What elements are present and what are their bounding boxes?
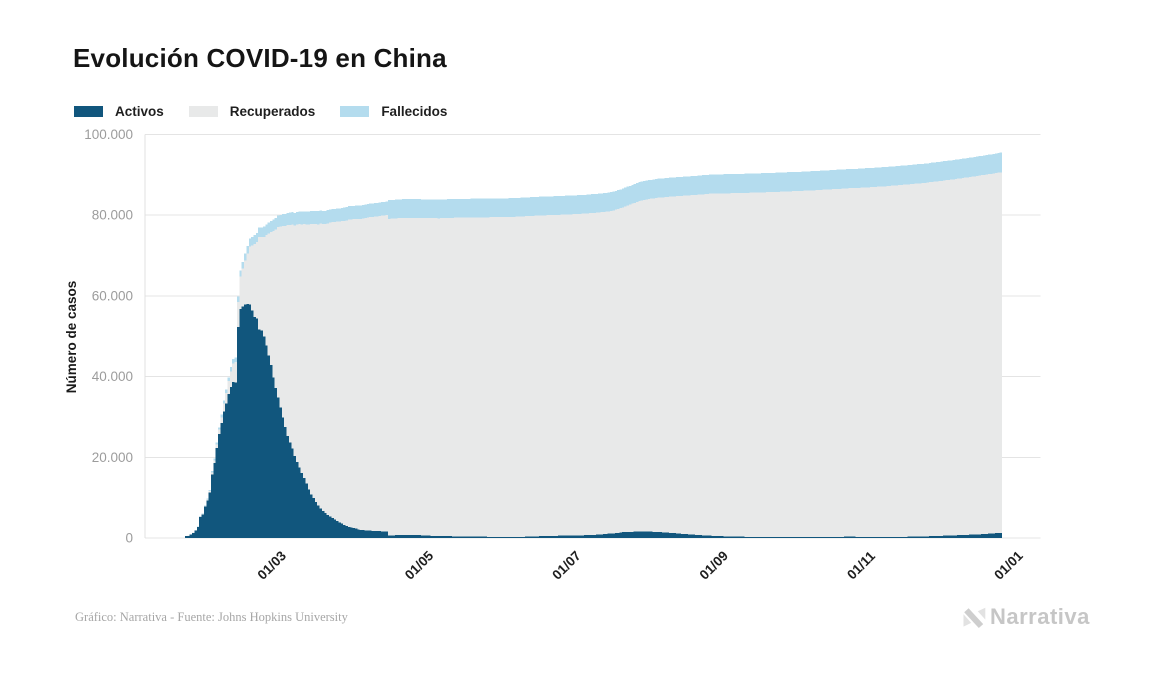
narrativa-logo-icon bbox=[963, 607, 986, 628]
chart-credit: Gráfico: Narrativa - Fuente: Johns Hopki… bbox=[75, 610, 348, 624]
series-area-activos[interactable] bbox=[185, 304, 1002, 539]
legend-swatch-recuperados bbox=[188, 106, 218, 117]
x-tick-label-01-09: 01/09 bbox=[697, 548, 732, 583]
y-tick-label-40000: 40.000 bbox=[92, 369, 133, 384]
y-tick-label-60000: 60.000 bbox=[92, 288, 133, 303]
chart-title: Evolución COVID-19 en China bbox=[73, 43, 447, 73]
x-tick-label-01-11: 01/11 bbox=[844, 548, 878, 582]
legend-item-activos[interactable]: Activos bbox=[74, 104, 164, 119]
x-tick-label-01-03: 01/03 bbox=[255, 548, 290, 583]
series-area-recuperados[interactable] bbox=[185, 172, 1002, 538]
y-tick-label-20000: 20.000 bbox=[92, 450, 133, 465]
legend-label: Activos bbox=[115, 104, 164, 119]
x-tick-label-01-05: 01/05 bbox=[402, 548, 437, 583]
chart-legend: Activos Recuperados Fallecidos bbox=[74, 104, 447, 119]
legend-label: Fallecidos bbox=[381, 104, 448, 119]
y-tick-label-100000: 100.000 bbox=[84, 127, 133, 142]
narrativa-logo-text: Narrativa bbox=[990, 604, 1090, 629]
narrativa-logo: Narrativa bbox=[962, 604, 1090, 630]
legend-swatch-fallecidos bbox=[340, 106, 370, 117]
y-tick-label-80000: 80.000 bbox=[92, 208, 133, 223]
y-tick-label-0: 0 bbox=[125, 531, 133, 546]
legend-swatch-activos bbox=[74, 106, 103, 117]
legend-label: Recuperados bbox=[229, 104, 316, 119]
legend-item-recuperados[interactable]: Recuperados bbox=[188, 104, 316, 119]
y-axis-title: Número de casos bbox=[64, 281, 79, 394]
x-tick-label-01-01: 01/01 bbox=[991, 548, 1026, 583]
x-tick-label-01-07: 01/07 bbox=[549, 548, 584, 583]
legend-item-fallecidos[interactable]: Fallecidos bbox=[340, 104, 447, 119]
